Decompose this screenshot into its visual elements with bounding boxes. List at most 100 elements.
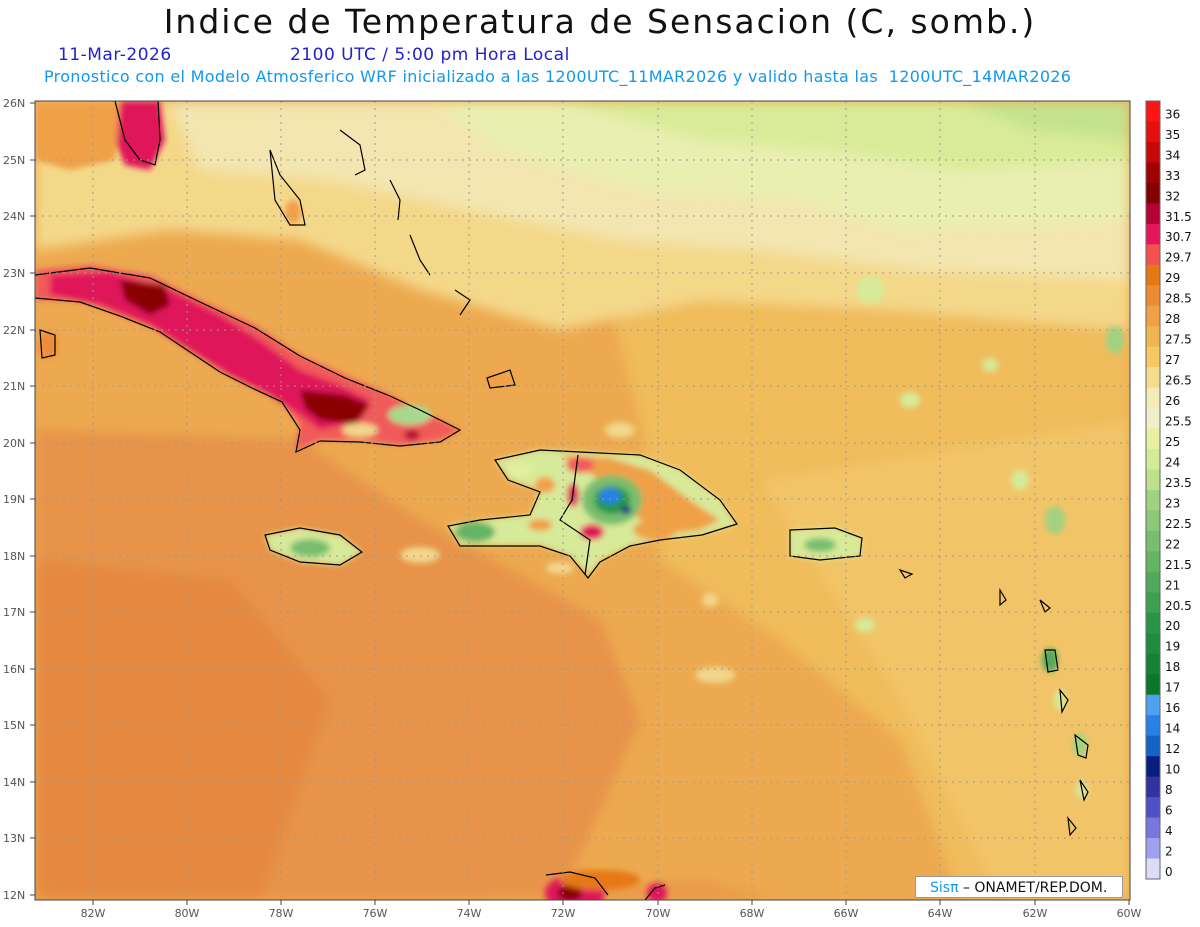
coastlines bbox=[35, 101, 1089, 900]
legend-label: 20.5 bbox=[1165, 599, 1192, 613]
legend-swatch bbox=[1146, 490, 1160, 511]
lon-label: 68W bbox=[740, 907, 765, 920]
lat-label: 19N bbox=[3, 493, 25, 506]
legend-swatch bbox=[1146, 756, 1160, 778]
legend-swatch bbox=[1146, 633, 1160, 655]
legend-label: 0 bbox=[1165, 865, 1173, 879]
legend-label: 17 bbox=[1165, 681, 1180, 695]
legend-label: 23.5 bbox=[1165, 476, 1192, 490]
legend-swatch bbox=[1146, 838, 1160, 860]
lon-label: 74W bbox=[457, 907, 482, 920]
legend-swatch bbox=[1146, 653, 1160, 675]
lon-label: 78W bbox=[269, 907, 294, 920]
legend-swatch bbox=[1146, 469, 1160, 491]
legend-swatch bbox=[1146, 223, 1160, 245]
legend-swatch bbox=[1146, 203, 1160, 225]
lat-label: 21N bbox=[3, 380, 25, 393]
legend-label: 20 bbox=[1165, 619, 1180, 633]
lat-label: 20N bbox=[3, 437, 25, 450]
legend-swatch bbox=[1146, 244, 1160, 266]
legend-label: 22 bbox=[1165, 537, 1180, 551]
legend-label: 18 bbox=[1165, 660, 1180, 674]
legend-swatch bbox=[1146, 674, 1160, 696]
legend-swatch bbox=[1146, 715, 1160, 737]
legend-label: 2 bbox=[1165, 844, 1173, 858]
legend-swatch bbox=[1146, 387, 1160, 409]
legend-label: 35 bbox=[1165, 128, 1180, 142]
lat-label: 24N bbox=[3, 210, 25, 223]
legend-swatch bbox=[1146, 449, 1160, 471]
legend-label: 14 bbox=[1165, 722, 1180, 736]
legend-swatch bbox=[1146, 530, 1160, 552]
legend-swatch bbox=[1146, 510, 1160, 532]
legend-swatch bbox=[1146, 264, 1160, 286]
legend-label: 36 bbox=[1165, 107, 1180, 121]
legend-swatch bbox=[1146, 571, 1160, 593]
legend-swatch bbox=[1146, 162, 1160, 184]
lat-label: 17N bbox=[3, 606, 25, 619]
lon-label: 62W bbox=[1023, 907, 1048, 920]
legend-label: 29 bbox=[1165, 271, 1180, 285]
legend-label: 31.5 bbox=[1165, 210, 1192, 224]
lon-label: 72W bbox=[551, 907, 576, 920]
legend-label: 30.7 bbox=[1165, 230, 1192, 244]
lat-label: 12N bbox=[3, 889, 25, 902]
legend-label: 21.5 bbox=[1165, 558, 1192, 572]
legend-label: 27.5 bbox=[1165, 333, 1192, 347]
lon-label: 60W bbox=[1117, 907, 1142, 920]
legend-swatch bbox=[1146, 551, 1160, 573]
legend-label: 6 bbox=[1165, 804, 1173, 818]
legend-label: 25.5 bbox=[1165, 415, 1192, 429]
legend-swatch bbox=[1146, 592, 1160, 614]
legend-swatch bbox=[1146, 367, 1160, 389]
legend-label: 28 bbox=[1165, 312, 1180, 326]
legend-label: 29.7 bbox=[1165, 251, 1192, 265]
lon-label: 76W bbox=[363, 907, 388, 920]
legend-frame bbox=[1145, 100, 1161, 880]
legend-label: 32 bbox=[1165, 189, 1180, 203]
legend-label: 27 bbox=[1165, 353, 1180, 367]
lat-label: 15N bbox=[3, 719, 25, 732]
forecast-date: 11-Mar-2026 bbox=[58, 45, 172, 65]
sis-logo-text: Sisπ bbox=[930, 880, 959, 896]
lon-label: 82W bbox=[81, 907, 106, 920]
legend-swatch bbox=[1146, 346, 1160, 368]
longitude-axis: 82W 80W 78W 76W 74W 72W 70W 68W 66W 64W … bbox=[81, 907, 1142, 920]
credit-text: – ONAMET/REP.DOM. bbox=[962, 880, 1108, 896]
lat-label: 14N bbox=[3, 776, 25, 789]
legend-swatch bbox=[1146, 305, 1160, 327]
field-layer bbox=[35, 101, 1130, 900]
legend-swatch bbox=[1146, 858, 1160, 880]
legend-label: 19 bbox=[1165, 640, 1180, 654]
legend-swatch bbox=[1146, 408, 1160, 430]
legend-swatch bbox=[1146, 285, 1160, 307]
lon-label: 80W bbox=[175, 907, 200, 920]
legend-swatch bbox=[1146, 428, 1160, 450]
legend-label: 21 bbox=[1165, 578, 1180, 592]
legend-swatch bbox=[1146, 612, 1160, 634]
legend-label: 26 bbox=[1165, 394, 1180, 408]
legend-swatch bbox=[1146, 141, 1160, 163]
map-frame bbox=[34, 100, 1131, 901]
legend-swatch bbox=[1146, 735, 1160, 757]
legend-label: 33 bbox=[1165, 169, 1180, 183]
legend-label: 10 bbox=[1165, 763, 1180, 777]
legend-swatch bbox=[1146, 121, 1160, 143]
lat-label: 23N bbox=[3, 267, 25, 280]
lat-label: 26N bbox=[3, 97, 25, 110]
lat-label: 25N bbox=[3, 154, 25, 167]
lon-label: 64W bbox=[928, 907, 953, 920]
latitude-axis: 26N 25N 24N 23N 22N 21N 20N 19N 18N 17N … bbox=[3, 97, 25, 902]
lat-label: 13N bbox=[3, 832, 25, 845]
lat-label: 22N bbox=[3, 324, 25, 337]
legend-label: 23 bbox=[1165, 496, 1180, 510]
forecast-time: 2100 UTC / 5:00 pm Hora Local bbox=[290, 45, 570, 65]
legend-swatch bbox=[1146, 326, 1160, 348]
legend-label: 22.5 bbox=[1165, 517, 1192, 531]
legend-swatch bbox=[1146, 797, 1160, 819]
lat-lon-grid bbox=[35, 101, 1130, 900]
legend-label: 4 bbox=[1165, 824, 1173, 838]
legend-label: 25 bbox=[1165, 435, 1180, 449]
legend-label: 28.5 bbox=[1165, 292, 1192, 306]
